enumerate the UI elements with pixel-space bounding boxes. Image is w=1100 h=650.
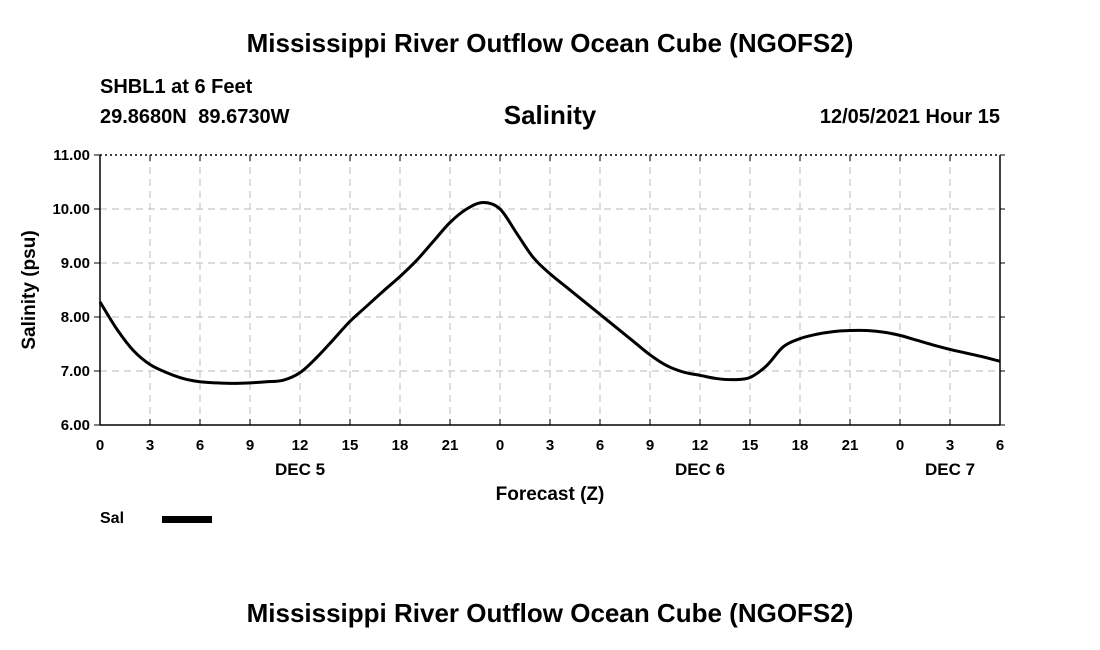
x-tick-label: 0 [496,437,504,454]
x-tick-label: 9 [246,437,254,454]
x-axis-title: Forecast (Z) [496,484,605,505]
x-tick-label: 0 [96,437,104,454]
x-tick-label: 15 [342,437,359,454]
y-tick-label: 10.00 [52,201,90,218]
x-tick-label: 3 [546,437,554,454]
x-tick-label: 0 [896,437,904,454]
x-tick-label: 21 [842,437,859,454]
y-tick-label: 11.00 [53,147,90,164]
x-tick-label: 12 [692,437,709,454]
x-tick-label: 6 [196,437,204,454]
x-tick-label: 18 [392,437,409,454]
run-time: 12/05/2021 Hour 15 [819,106,1000,128]
x-tick-label: 6 [596,437,604,454]
y-axis-title: Salinity (psu) [19,230,40,349]
x-tick-label: 15 [742,437,759,454]
x-tick-label: 9 [646,437,654,454]
footer-title: Mississippi River Outflow Ocean Cube (NG… [246,598,854,628]
x-tick-label: 3 [146,437,154,454]
y-tick-label: 6.00 [61,417,90,434]
legend-label: Sal [100,510,125,527]
series-line-sal [98,201,1001,385]
main-title: Mississippi River Outflow Ocean Cube (NG… [246,28,854,58]
station-coordinates: 29.8680N 89.6730W [100,106,290,128]
x-tick-label: 3 [946,437,954,454]
y-tick-label: 7.00 [61,363,90,380]
date-label: DEC 7 [925,460,975,479]
x-tick-label: 12 [292,437,309,454]
date-label: DEC 6 [675,460,725,479]
y-tick-label: 8.00 [61,309,90,326]
chart-title: Salinity [503,100,597,130]
x-tick-label: 6 [996,437,1004,454]
x-tick-label: 21 [442,437,459,454]
station-name: SHBL1 at 6 Feet [100,76,253,98]
x-tick-label: 18 [792,437,809,454]
date-label: DEC 5 [275,460,325,479]
y-tick-label: 9.00 [61,255,90,272]
legend-swatch [162,516,212,523]
